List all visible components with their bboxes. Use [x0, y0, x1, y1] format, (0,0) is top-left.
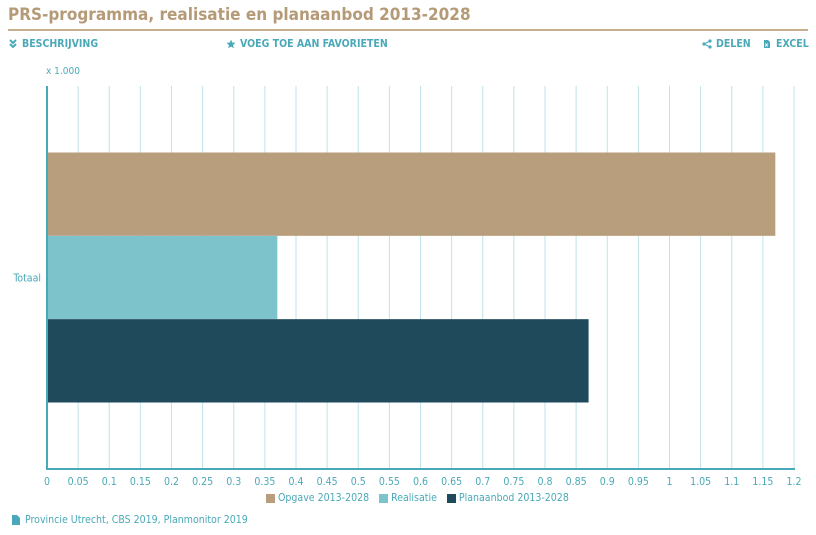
excel-icon: [764, 40, 770, 48]
x-tick-label: 1.1: [724, 476, 739, 488]
share-button[interactable]: DELEN: [702, 38, 751, 50]
x-tick-label: 1.05: [690, 476, 711, 488]
x-tick-label: 0.85: [566, 476, 587, 488]
legend: Opgave 2013-2028 Realisatie Planaanbod 201…: [266, 492, 569, 504]
legend-item[interactable]: Opgave 2013-2028: [266, 492, 369, 504]
legend-swatch: [446, 493, 456, 503]
x-tick-label: 0.15: [130, 476, 151, 488]
page-title: PRS-programma, realisatie en planaanbod …: [8, 5, 471, 25]
x-tick-label: 0.8: [537, 476, 552, 488]
excel-label: EXCEL: [776, 38, 809, 50]
x-tick-label: 1.15: [752, 476, 773, 488]
x-tick-label: 0.9: [600, 476, 615, 488]
chevrons-icon: [9, 39, 17, 49]
x-tick-label: 1: [666, 476, 672, 488]
share-icon: [702, 39, 712, 49]
x-tick-label: 0.55: [379, 476, 400, 488]
x-tick-label: 0.3: [226, 476, 241, 488]
legend-item[interactable]: Planaanbod 2013-2028: [446, 492, 569, 504]
x-tick-label: 0.35: [254, 476, 275, 488]
unit-label: x 1.000: [46, 66, 80, 77]
toolbar: BESCHRIJVING VOEG TOE AAN FAVORIETEN DEL…: [8, 38, 809, 52]
legend-label: Opgave 2013-2028: [278, 492, 370, 504]
source-text: Provincie Utrecht, CBS 2019, Planmonitor…: [25, 514, 248, 526]
x-tick-label: 0.5: [351, 476, 366, 488]
bar[interactable]: [48, 152, 776, 236]
x-tick-label: 0.2: [164, 476, 179, 488]
x-tick-label: 0.6: [413, 476, 428, 488]
x-tick-label: 0.4: [288, 476, 303, 488]
legend-label: Realisatie: [391, 492, 437, 504]
star-icon: [226, 39, 236, 49]
x-tick-label: 0.95: [628, 476, 649, 488]
x-tick-label: 0.25: [192, 476, 213, 488]
description-button[interactable]: BESCHRIJVING: [8, 38, 98, 50]
x-tick-label: 1.2: [786, 476, 801, 488]
bar[interactable]: [48, 235, 278, 320]
legend-label: Planaanbod 2013-2028: [458, 492, 569, 504]
x-tick-label: 0: [44, 476, 50, 488]
share-label: DELEN: [716, 38, 751, 50]
x-tick-label: 0.1: [102, 476, 117, 488]
x-tick-label: 0.05: [68, 476, 89, 488]
add-favorite-button[interactable]: VOEG TOE AAN FAVORIETEN: [226, 38, 388, 50]
x-tick-label: 0.7: [475, 476, 490, 488]
x-tick-label: 0.75: [503, 476, 524, 488]
x-tick-label: 0.65: [441, 476, 462, 488]
description-label: BESCHRIJVING: [22, 38, 99, 50]
title-divider: [8, 29, 808, 31]
favorite-label: VOEG TOE AAN FAVORIETEN: [240, 38, 388, 50]
category-label: Totaal: [12, 273, 41, 285]
x-tick-label: 0.45: [317, 476, 338, 488]
source: Provincie Utrecht, CBS 2019, Planmonitor…: [12, 514, 248, 526]
bar[interactable]: [48, 319, 589, 403]
legend-swatch: [266, 493, 275, 503]
excel-button[interactable]: EXCEL: [762, 38, 809, 50]
document-icon: [12, 515, 20, 525]
legend-item[interactable]: Realisatie: [379, 492, 437, 504]
legend-swatch: [379, 493, 389, 503]
